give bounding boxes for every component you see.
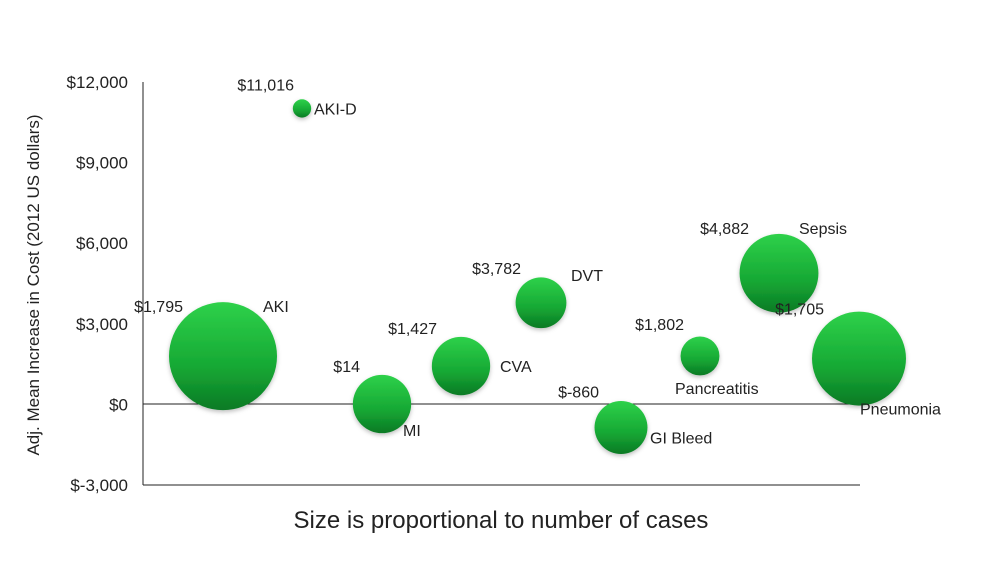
name-label-pancreatitis: Pancreatitis [675, 381, 759, 398]
bubble-aki [169, 302, 277, 411]
bubble-sepsis [739, 233, 819, 313]
y-tick-label: $0 [109, 395, 128, 414]
value-label-dvt: $3,782 [472, 261, 521, 278]
bubble-mi [352, 374, 412, 434]
name-label-pneumonia: Pneumonia [860, 402, 941, 419]
bubbles [169, 99, 906, 454]
value-label-aki-d: $11,016 [237, 77, 294, 94]
name-label-dvt: DVT [571, 268, 603, 285]
name-label-cva: CVA [500, 359, 532, 376]
x-axis-title: Size is proportional to number of cases [294, 507, 709, 534]
y-tick-label: $-3,000 [70, 476, 128, 495]
name-label-gi-bleed: GI Bleed [650, 431, 712, 448]
value-label-pneumonia: $1,705 [775, 302, 824, 319]
y-tick-labels: $12,000 $9,000 $6,000 $3,000 $0 $-3,000 [67, 73, 128, 495]
value-label-sepsis: $4,882 [700, 221, 749, 238]
name-label-aki-d: AKI-D [314, 101, 357, 118]
bubble-aki-d [292, 99, 312, 118]
value-label-mi: $14 [333, 359, 360, 376]
name-label-mi: MI [403, 423, 421, 440]
value-label-pancreatitis: $1,802 [635, 317, 684, 334]
y-tick-label: $9,000 [76, 154, 128, 173]
y-tick-label: $3,000 [76, 315, 128, 334]
name-label-aki: AKI [263, 299, 289, 316]
bubble-pneumonia [812, 311, 906, 406]
value-label-aki: $1,795 [134, 299, 183, 316]
data-labels: $1,795 AKI $14 MI $11,016 AKI-D $1,427 CVA $3,78… [134, 77, 941, 447]
bubble-dvt [515, 277, 567, 329]
y-tick-label: $6,000 [76, 234, 128, 253]
y-tick-label: $12,000 [67, 73, 128, 92]
bubble-gi-bleed [594, 401, 648, 454]
bubble-cva [431, 336, 491, 396]
name-label-sepsis: Sepsis [799, 221, 847, 238]
y-axis-title: Adj. Mean Increase in Cost (2012 US doll… [24, 114, 43, 455]
value-label-gi-bleed: $-860 [558, 385, 599, 402]
bubble-pancreatitis [680, 336, 720, 376]
value-label-cva: $1,427 [388, 321, 437, 338]
